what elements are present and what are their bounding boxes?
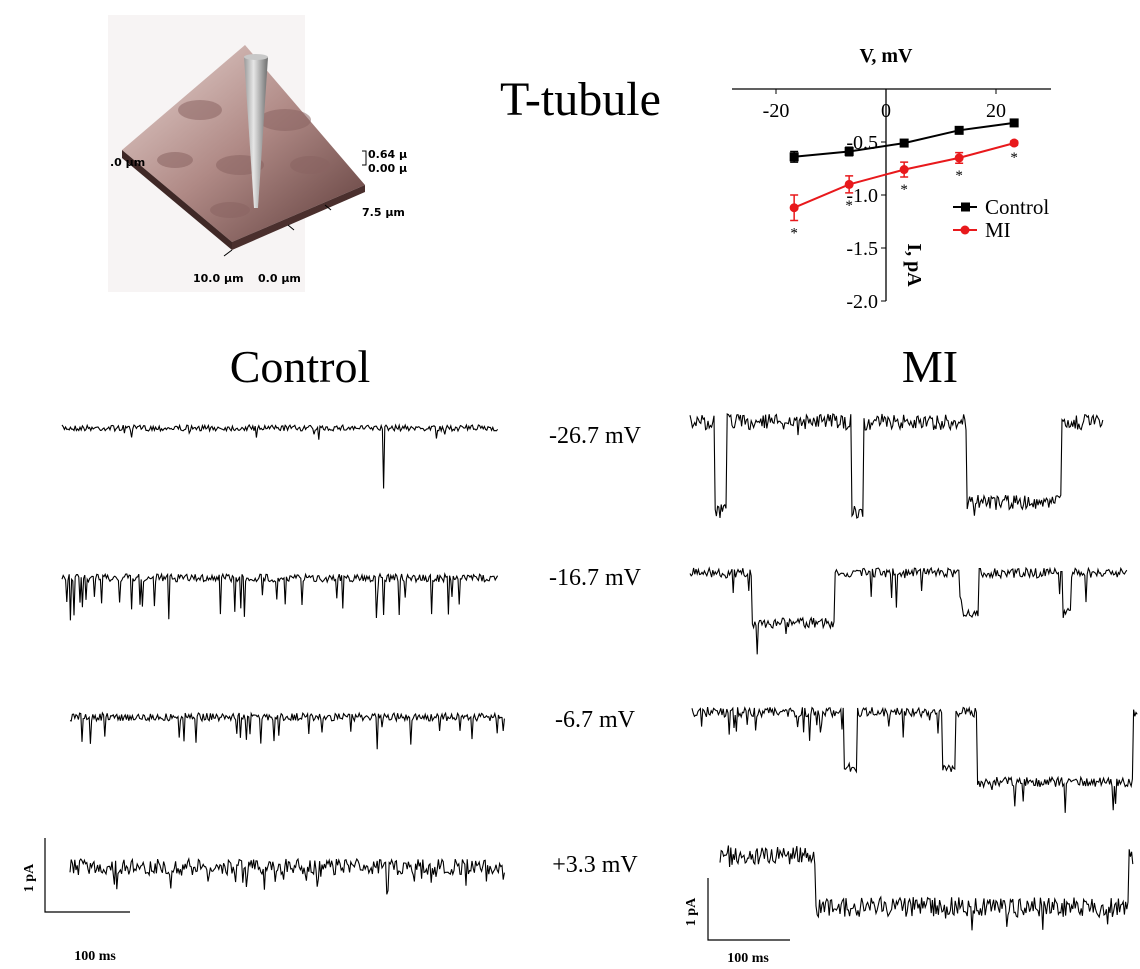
marker: [955, 126, 964, 135]
significance-mark: *: [955, 168, 963, 184]
voltage-label: -6.7 mV: [555, 707, 636, 733]
scale-bar: [45, 838, 790, 940]
marker: [900, 139, 909, 148]
scale-time: 100 ms: [74, 949, 116, 964]
trace: [70, 859, 504, 894]
marker: [845, 180, 854, 189]
afm-image: .0 μm 0.64 μ 0.00 μ 7.5 μm 10.0 μm 0.0 μ…: [108, 15, 407, 292]
afm-label: 7.5 μm: [362, 206, 405, 219]
scale-current: 1 pA: [22, 863, 37, 892]
scale-time: 100 ms: [727, 951, 769, 966]
trace: [62, 574, 498, 620]
x-tick-label: 20: [986, 100, 1006, 122]
afm-label: 10.0 μm: [193, 272, 244, 285]
voltage-label: -26.7 mV: [549, 423, 642, 449]
x-tick-label: -20: [763, 100, 790, 122]
trace: [692, 707, 1137, 813]
trace: [690, 414, 1103, 518]
trace: [690, 568, 1127, 654]
marker: [845, 147, 854, 156]
marker: [1010, 118, 1019, 127]
group-title: Control: [230, 341, 371, 392]
y-tick-label: -2.0: [846, 291, 878, 313]
scale-current: 1 pA: [684, 897, 699, 926]
x-axis-label: V, mV: [860, 45, 914, 67]
legend-marker: [961, 226, 970, 235]
panel-title: T-tubule: [500, 73, 661, 126]
legend-label: MI: [985, 218, 1011, 242]
trace: [720, 846, 1133, 931]
significance-mark: *: [845, 198, 853, 214]
voltage-label: -16.7 mV: [549, 565, 642, 591]
legend-label: Control: [985, 195, 1049, 219]
afm-label: 0.00 μ: [368, 162, 407, 175]
voltage-label: +3.3 mV: [552, 852, 638, 878]
trace: [62, 425, 498, 489]
afm-label: 0.0 μm: [258, 272, 301, 285]
afm-label: .0 μm: [110, 156, 145, 169]
afm-probe-top: [244, 54, 268, 60]
marker: [1010, 139, 1019, 148]
figure: .0 μm 0.64 μ 0.00 μ 7.5 μm 10.0 μm 0.0 μ…: [0, 0, 1140, 969]
trace: [70, 713, 504, 749]
marker: [790, 152, 799, 161]
group-title: MI: [902, 341, 958, 392]
afm-label: 0.64 μ: [368, 148, 407, 161]
significance-mark: *: [790, 225, 798, 241]
significance-mark: *: [900, 182, 908, 198]
marker: [900, 165, 909, 174]
legend-marker: [961, 203, 970, 212]
y-tick-label: -1.5: [846, 238, 878, 260]
marker: [790, 203, 799, 212]
y-axis-label: I, pA: [903, 243, 925, 287]
marker: [955, 153, 964, 162]
significance-mark: *: [1010, 150, 1018, 166]
x-tick-label: 0: [881, 100, 891, 122]
